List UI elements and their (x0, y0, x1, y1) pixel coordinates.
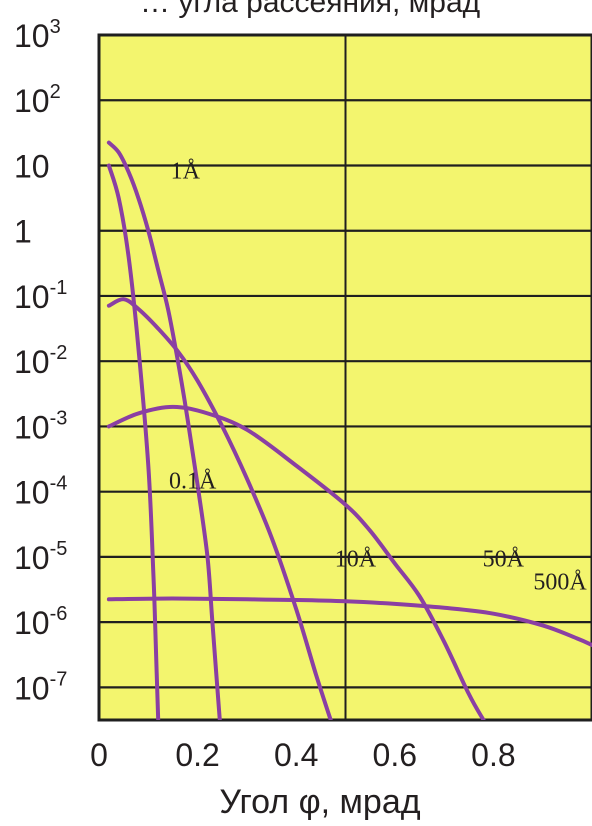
x-axis-label: Угол φ, мрад (219, 783, 420, 821)
x-tick-labels: 0 0.2 0.4 0.6 0.8 (90, 737, 516, 773)
y-tick-label: 10-1 (14, 277, 67, 315)
y-tick-label: 10-6 (14, 603, 67, 641)
y-tick-label: 10-2 (14, 342, 67, 380)
y-tick-label: 10-7 (14, 668, 67, 706)
series-label: 10Å (335, 547, 377, 573)
y-tick-label: 10-4 (14, 473, 67, 511)
series-curve-0 (106, 163, 161, 720)
chart-title-partial: … угла рассеяния, мрад (140, 0, 480, 19)
x-tick-label: 0.2 (175, 737, 219, 773)
x-tick-label: 0 (90, 737, 108, 773)
series-label: 500Å (533, 570, 587, 596)
series-label: 0.1Å (169, 468, 217, 494)
series-label: 50Å (483, 547, 525, 573)
x-tick-label: 0.4 (274, 737, 318, 773)
y-tick-label: 10-3 (14, 407, 67, 445)
y-tick-label: 1 (14, 214, 32, 250)
grid-lines (99, 33, 592, 720)
series-labels: 1Å 0.1Å 10Å 50Å 500Å (169, 159, 587, 596)
series-label: 1Å (171, 159, 201, 185)
series-curve-3 (106, 404, 486, 720)
y-tick-label: 10 (14, 148, 50, 184)
y-tick-label: 103 (14, 16, 61, 54)
series-curve-4 (106, 596, 592, 647)
y-tick-label: 10-5 (14, 538, 67, 576)
series-curve-2 (106, 297, 333, 720)
x-tick-label: 0.6 (373, 737, 417, 773)
y-tick-label: 102 (14, 81, 61, 119)
series-curves (106, 140, 592, 720)
x-tick-label: 0.8 (471, 737, 515, 773)
